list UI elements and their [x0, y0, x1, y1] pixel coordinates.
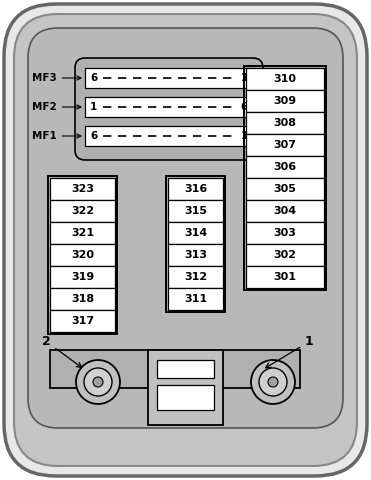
Bar [50, 178, 115, 200]
Text: 319: 319 [71, 272, 94, 282]
Bar [157, 360, 214, 378]
FancyBboxPatch shape [4, 4, 367, 476]
Text: 318: 318 [71, 294, 94, 304]
Text: 6: 6 [241, 102, 248, 112]
Text: 6: 6 [90, 73, 97, 83]
Bar [246, 222, 324, 244]
Bar [246, 266, 324, 288]
Bar [50, 200, 115, 222]
Bar [168, 266, 223, 288]
Bar [168, 222, 223, 244]
Text: MF2: MF2 [32, 102, 81, 112]
Text: 311: 311 [184, 294, 207, 304]
Bar [85, 68, 253, 88]
Text: 302: 302 [273, 250, 296, 260]
Bar [246, 244, 324, 266]
Bar [85, 97, 253, 117]
Text: 305: 305 [273, 184, 296, 194]
Text: 312: 312 [184, 272, 207, 282]
Text: 303: 303 [273, 228, 296, 238]
Text: 321: 321 [71, 228, 94, 238]
Bar [85, 126, 253, 146]
Bar [168, 288, 223, 310]
Text: 1: 1 [241, 73, 248, 83]
Text: MF1: MF1 [32, 131, 81, 141]
Bar [157, 385, 214, 410]
Bar [50, 266, 115, 288]
Bar [168, 178, 223, 200]
Circle shape [268, 377, 278, 387]
Circle shape [259, 368, 287, 396]
FancyBboxPatch shape [28, 28, 343, 428]
Text: MF3: MF3 [32, 73, 81, 83]
Bar [246, 134, 324, 156]
Bar [246, 156, 324, 178]
Text: 313: 313 [184, 250, 207, 260]
Text: 6: 6 [90, 131, 97, 141]
Bar [246, 178, 324, 200]
Bar [50, 244, 115, 266]
Text: 1: 1 [90, 102, 97, 112]
Text: 306: 306 [273, 162, 296, 172]
Bar [50, 310, 115, 332]
Circle shape [76, 360, 120, 404]
Text: 317: 317 [71, 316, 94, 326]
FancyBboxPatch shape [75, 58, 263, 160]
Text: 316: 316 [184, 184, 207, 194]
Text: 309: 309 [273, 96, 296, 106]
Bar [246, 200, 324, 222]
Bar [244, 66, 326, 290]
Text: 314: 314 [184, 228, 207, 238]
Text: 2: 2 [42, 335, 82, 368]
Bar [50, 350, 300, 388]
Bar [50, 288, 115, 310]
Bar [168, 200, 223, 222]
Bar [246, 112, 324, 134]
Circle shape [84, 368, 112, 396]
Circle shape [93, 377, 103, 387]
Text: 322: 322 [71, 206, 94, 216]
Bar [50, 222, 115, 244]
Text: 308: 308 [273, 118, 296, 128]
Text: 301: 301 [273, 272, 296, 282]
Text: 1: 1 [241, 131, 248, 141]
Circle shape [251, 360, 295, 404]
Bar [166, 176, 225, 312]
Bar [48, 176, 117, 334]
FancyBboxPatch shape [14, 14, 357, 466]
Bar [246, 90, 324, 112]
Text: 320: 320 [71, 250, 94, 260]
Text: 310: 310 [273, 74, 296, 84]
Text: 315: 315 [184, 206, 207, 216]
Bar [168, 244, 223, 266]
Text: 304: 304 [273, 206, 296, 216]
Bar [246, 68, 324, 90]
Text: 307: 307 [273, 140, 296, 150]
Text: 323: 323 [71, 184, 94, 194]
Bar [148, 350, 223, 425]
Text: 1: 1 [266, 335, 314, 368]
